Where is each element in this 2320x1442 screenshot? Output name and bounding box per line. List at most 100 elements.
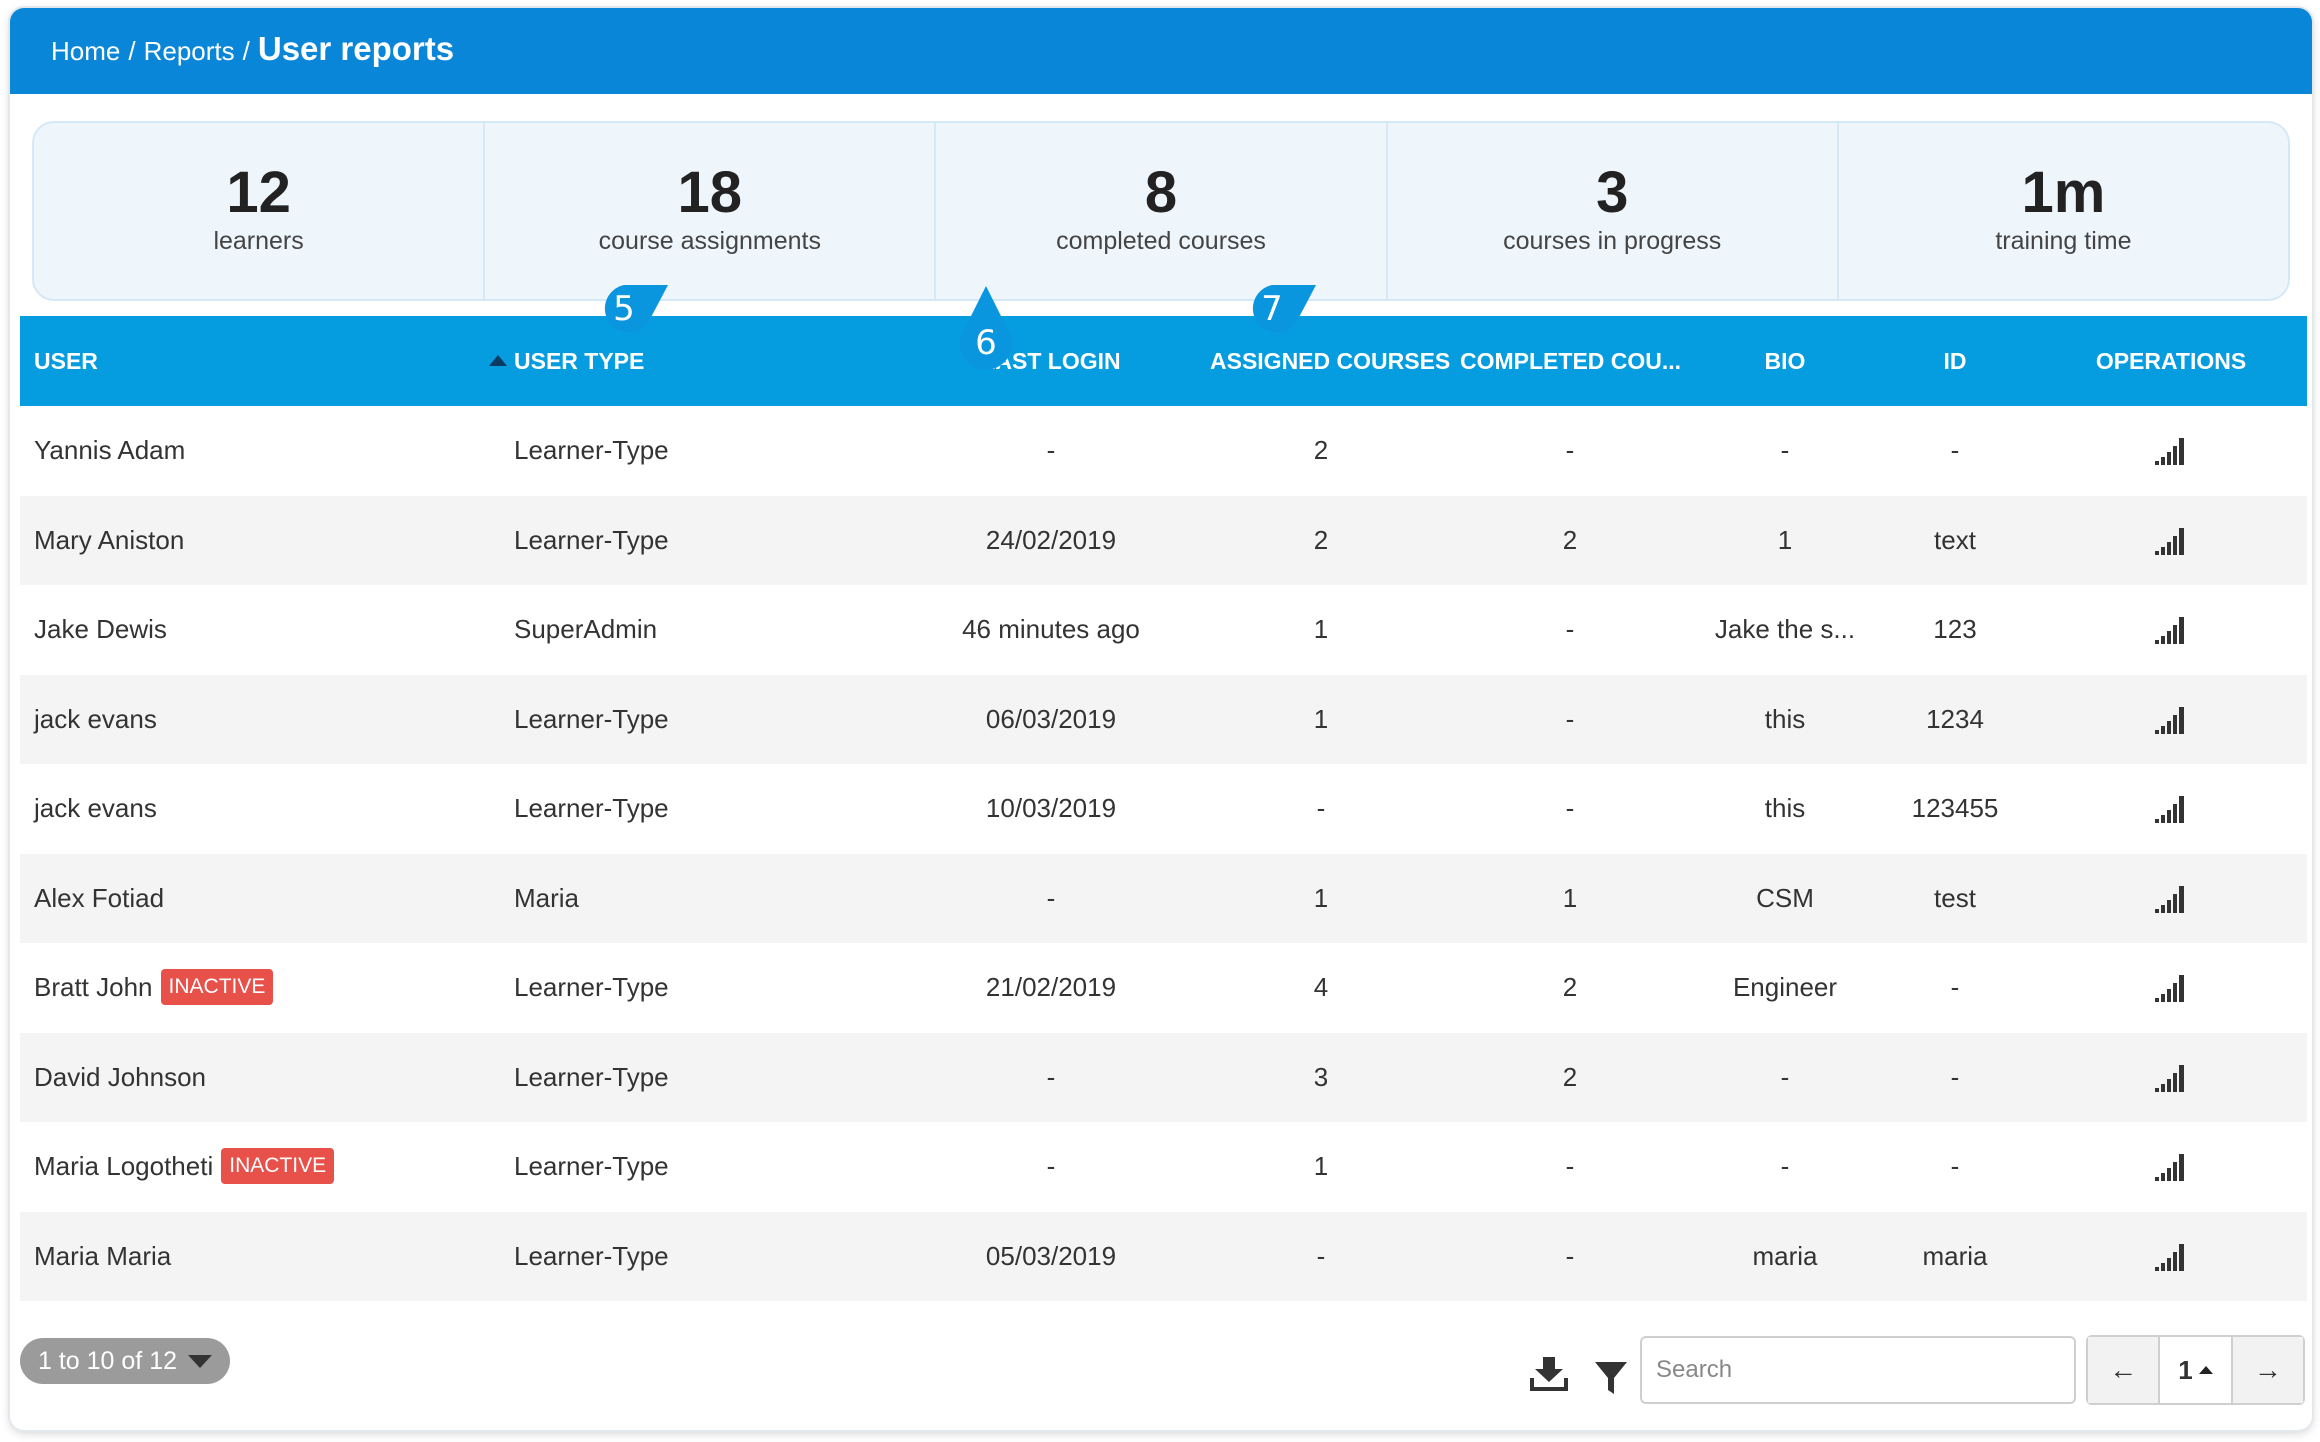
cell-assigned-courses: 3 [1210,1033,1432,1123]
cell-bio-text: Jake the s... [1714,614,1856,644]
cell-last-login-text: 24/02/2019 [985,524,1117,555]
cell-id: maria [1880,1212,2030,1302]
table-row[interactable]: Yannis Adam Learner-Type - 2 - - - [20,406,2307,496]
cell-user-type: SuperAdmin [514,585,814,675]
stat-label: training time [1995,227,2132,255]
cell-user-text: David Johnson [34,1061,206,1092]
cell-user: jack evans [34,675,494,765]
cell-id-text: - [1950,1061,1960,1092]
cell-completed-courses: - [1460,1212,1680,1302]
breadcrumb-home[interactable]: Home [51,36,121,66]
cell-user: jack evans [34,764,494,854]
cell-bio: this [1710,675,1860,765]
cell-last-login: - [940,1122,1162,1212]
cell-bio-text: 1 [1777,524,1793,555]
cell-user-text: Bratt John [34,972,153,1002]
bar-chart-icon[interactable] [2154,973,2188,1003]
cell-user-type: Maria [514,854,814,944]
cell-completed-courses: - [1460,675,1680,765]
page-title: User reports [257,30,455,67]
cell-assigned-courses-text: - [1316,1240,1326,1271]
top-header-bar: Home / Reports / User reports [10,8,2312,94]
table-row[interactable]: jack evans Learner-Type 06/03/2019 1 - this 12… [20,674,2307,765]
cell-user-type-text: Learner-Type [514,1151,669,1181]
bar-chart-icon[interactable] [2154,884,2188,914]
cell-bio: this [1710,764,1860,854]
cell-bio: maria [1710,1212,1860,1302]
column-header-id[interactable]: ID [1943,348,1967,374]
cell-bio-text: CSM [1756,882,1814,913]
column-header-completed-courses[interactable]: COMPLETED COU... [1460,348,1682,374]
cell-user-type: Learner-Type [514,675,814,765]
cell-user: Alex Fotiad [34,854,494,944]
cell-user-text: Alex Fotiad [34,882,165,913]
bar-chart-icon[interactable] [2154,1063,2188,1093]
cell-assigned-courses-text: 1 [1313,703,1329,734]
cell-last-login: 10/03/2019 [940,764,1162,854]
stat-label: courses in progress [1503,227,1722,255]
cell-id-text: test [1934,882,1976,913]
current-page-selector[interactable]: 1 [2160,1337,2233,1403]
cell-assigned-courses: 1 [1210,585,1432,675]
cell-last-login: 24/02/2019 [940,496,1162,586]
column-header-bio[interactable]: BIO [1764,348,1806,374]
previous-page-button[interactable]: ← [2088,1337,2161,1403]
bar-chart-icon[interactable] [2154,615,2188,645]
cell-user-text: Jake Dewis [34,614,167,644]
cell-id: 123455 [1880,764,2030,854]
cell-completed-courses-text: - [1565,703,1575,734]
stat-learners: 12 learners [34,123,486,299]
cell-last-login-text: - [1046,1061,1056,1092]
cell-user-text: Mary Aniston [34,524,185,555]
table-row[interactable]: Alex Fotiad Maria - 1 1 CSM test [20,853,2307,944]
cell-assigned-courses: 2 [1210,406,1432,496]
column-header-user[interactable]: USER [34,348,98,374]
cell-user: Maria Maria [34,1212,494,1302]
bar-chart-icon[interactable] [2154,526,2188,556]
cell-user: Maria Logotheti INACTIVE [34,1122,494,1212]
cell-assigned-courses-text: 2 [1313,435,1329,465]
cell-id: 1234 [1880,675,2030,765]
sort-ascending-icon[interactable] [489,355,507,366]
table-row[interactable]: Bratt John INACTIVE Learner-Type 21/02/2019… [20,943,2307,1033]
cell-user-type: Learner-Type [514,406,814,496]
table-row[interactable]: Maria Maria Learner-Type 05/03/2019 - - maria… [20,1211,2307,1302]
download-icon[interactable] [1530,1356,1568,1392]
cell-id: - [1880,1033,2030,1123]
cell-completed-courses: 2 [1460,1033,1680,1123]
cell-bio-text: maria [1752,1240,1818,1271]
table-row[interactable]: Mary Aniston Learner-Type 24/02/2019 2 2 1 tex… [20,495,2307,586]
cell-completed-courses-text: 1 [1562,882,1578,913]
cell-assigned-courses-text: 1 [1313,614,1329,644]
bar-chart-icon[interactable] [2154,705,2188,735]
bar-chart-icon[interactable] [2154,794,2188,824]
table-row[interactable]: jack evans Learner-Type 10/03/2019 - - this 12… [20,764,2307,854]
column-header-assigned-courses[interactable]: ASSIGNED COURSES [1210,348,1451,374]
cell-assigned-courses-text: 2 [1313,524,1329,555]
next-page-button[interactable]: → [2232,1337,2303,1403]
bar-chart-icon[interactable] [2154,1152,2188,1182]
breadcrumb-reports[interactable]: Reports [143,36,235,66]
filter-icon[interactable] [1594,1361,1628,1395]
cell-user-type: Learner-Type [514,943,814,1033]
cell-user: Jake Dewis [34,585,494,675]
cell-user-type-text: Learner-Type [514,793,669,823]
cell-completed-courses-text: 2 [1562,972,1578,1002]
current-page-number: 1 [2178,1354,2193,1385]
bar-chart-icon[interactable] [2154,436,2188,466]
cell-id: - [1880,1122,2030,1212]
status-badge: INACTIVE [221,1148,335,1185]
page-range-dropdown[interactable]: 1 to 10 of 12 [20,1338,230,1384]
cell-user-type-text: SuperAdmin [514,614,658,644]
table-row[interactable]: Maria Logotheti INACTIVE Learner-Type - 1 - - - [20,1122,2307,1212]
table-row[interactable]: David Johnson Learner-Type - 3 2 - - [20,1032,2307,1123]
search-input[interactable] [1640,1336,2076,1404]
stat-label: course assignments [598,227,821,255]
cell-assigned-courses: - [1210,764,1432,854]
table-row[interactable]: Jake Dewis SuperAdmin 46 minutes ago 1 - Jake… [20,585,2307,675]
bar-chart-icon[interactable] [2154,1242,2188,1272]
breadcrumb: Home / Reports / User reports [51,30,454,68]
column-header-user-type[interactable]: USER TYPE [514,348,645,374]
callout-marker-6: 6 [960,286,1012,370]
cell-id: - [1880,943,2030,1033]
